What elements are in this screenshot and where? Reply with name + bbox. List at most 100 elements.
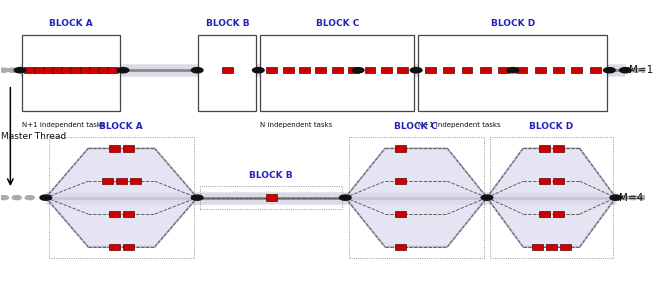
Bar [34, 67, 45, 73]
Bar [395, 178, 406, 184]
Bar [539, 211, 550, 217]
Bar [123, 145, 134, 152]
Circle shape [411, 68, 422, 73]
Bar [198, 36, 256, 111]
Bar [425, 67, 436, 73]
Circle shape [191, 195, 203, 200]
Circle shape [610, 195, 622, 200]
Bar [560, 244, 571, 250]
Circle shape [118, 68, 129, 73]
Bar [109, 211, 120, 217]
Bar [79, 67, 91, 73]
Circle shape [340, 195, 351, 200]
Bar [116, 178, 127, 184]
Bar [52, 67, 63, 73]
Text: BLOCK D: BLOCK D [491, 19, 535, 28]
Text: BLOCK D: BLOCK D [530, 122, 574, 131]
Bar [480, 67, 491, 73]
Circle shape [25, 196, 34, 200]
Circle shape [620, 68, 631, 73]
Bar [572, 67, 582, 73]
Text: M=4: M=4 [619, 193, 643, 203]
Circle shape [507, 68, 518, 73]
Bar [89, 67, 100, 73]
Bar [299, 67, 310, 73]
Polygon shape [46, 148, 197, 247]
Bar [397, 67, 408, 73]
Bar [98, 67, 109, 73]
Text: BLOCK B: BLOCK B [250, 171, 293, 180]
Bar [553, 211, 564, 217]
Polygon shape [487, 148, 616, 247]
Bar [22, 36, 120, 111]
Bar [109, 145, 120, 152]
Bar [539, 145, 550, 152]
Bar [553, 178, 564, 184]
Bar [49, 137, 194, 258]
Bar [130, 178, 141, 184]
Circle shape [481, 195, 493, 200]
Bar [395, 244, 406, 250]
Text: Master Thread: Master Thread [1, 132, 66, 141]
Bar [348, 67, 359, 73]
Bar [266, 67, 277, 73]
Text: BLOCK A: BLOCK A [99, 122, 143, 131]
Circle shape [604, 68, 615, 73]
Bar [200, 186, 342, 209]
Bar [43, 67, 54, 73]
Bar [535, 67, 546, 73]
Text: BLOCK C: BLOCK C [394, 122, 438, 131]
Bar [553, 145, 564, 152]
Circle shape [40, 195, 52, 200]
Bar [70, 67, 81, 73]
Bar [395, 145, 406, 152]
Bar [490, 137, 612, 258]
Bar [348, 137, 484, 258]
Bar [102, 178, 113, 184]
Text: N independent tasks: N independent tasks [260, 122, 332, 128]
Circle shape [191, 68, 203, 73]
Bar [222, 67, 233, 73]
Bar [546, 244, 557, 250]
Circle shape [12, 196, 21, 200]
Bar [461, 67, 472, 73]
Circle shape [629, 196, 638, 200]
Bar [418, 36, 608, 111]
Bar [532, 244, 543, 250]
Circle shape [0, 68, 9, 72]
Text: N+1 independent tasks: N+1 independent tasks [418, 122, 501, 128]
Bar [589, 67, 600, 73]
Bar [123, 211, 134, 217]
Circle shape [620, 196, 629, 200]
Bar [315, 67, 327, 73]
Bar [109, 244, 120, 250]
Circle shape [631, 68, 641, 72]
Circle shape [252, 68, 264, 73]
Text: BLOCK C: BLOCK C [315, 19, 359, 28]
Text: BLOCK B: BLOCK B [206, 19, 249, 28]
Polygon shape [346, 148, 487, 247]
Bar [260, 36, 414, 111]
Circle shape [0, 196, 9, 200]
Bar [24, 67, 35, 73]
Text: N+1 independent tasks: N+1 independent tasks [22, 122, 104, 128]
Circle shape [622, 68, 631, 72]
Bar [443, 67, 454, 73]
Bar [365, 67, 376, 73]
Bar [107, 67, 118, 73]
Text: M=1: M=1 [629, 65, 653, 75]
Bar [332, 67, 343, 73]
Bar [123, 244, 134, 250]
Circle shape [640, 68, 648, 72]
Bar [283, 67, 294, 73]
Bar [61, 67, 72, 73]
Circle shape [638, 196, 646, 200]
Circle shape [14, 68, 26, 73]
Bar [395, 211, 406, 217]
Bar [498, 67, 509, 73]
Bar [265, 194, 277, 201]
Bar [381, 67, 392, 73]
Text: BLOCK A: BLOCK A [49, 19, 93, 28]
Bar [539, 178, 550, 184]
Bar [516, 67, 528, 73]
